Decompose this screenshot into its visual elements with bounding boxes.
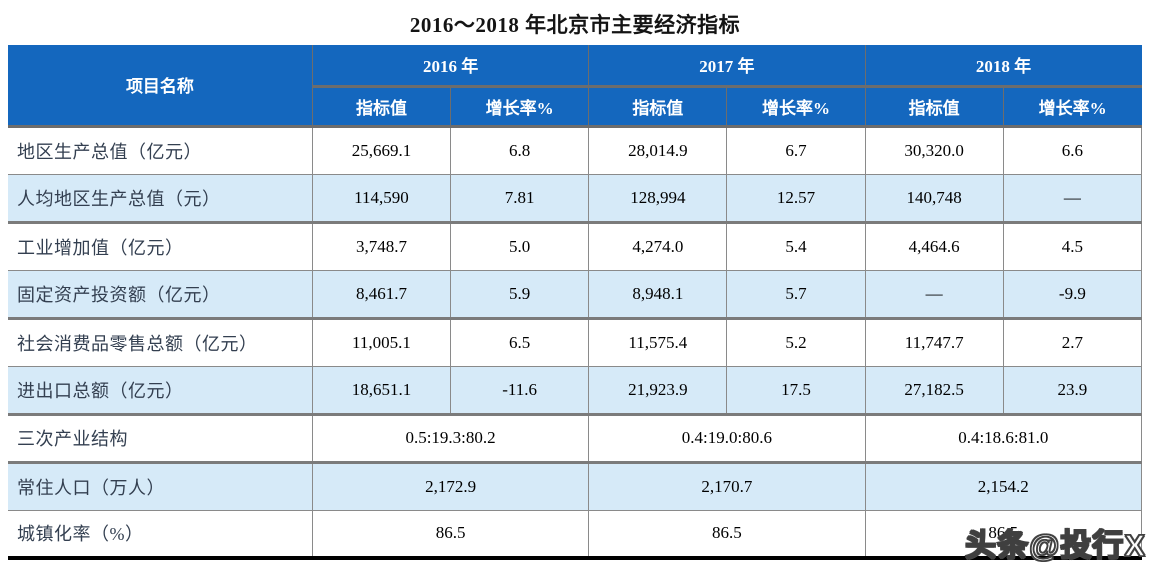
row-label: 人均地区生产总值（元） xyxy=(8,173,313,222)
cell: 11,005.1 xyxy=(311,316,451,366)
header-growth-rate: 增长率% xyxy=(450,85,589,128)
cell: — xyxy=(864,269,1004,318)
cell: 140,748 xyxy=(864,173,1004,222)
cell: 28,014.9 xyxy=(588,126,727,174)
row-label: 三次产业结构 xyxy=(8,412,313,462)
cell: 11,575.4 xyxy=(588,316,727,366)
cell: 5.0 xyxy=(450,220,589,270)
row-label: 城镇化率（%） xyxy=(8,509,313,560)
cell-merged: 86.5 xyxy=(864,509,1143,560)
header-year-2016: 2016 年 xyxy=(311,45,589,88)
cell: 114,590 xyxy=(311,173,451,222)
cell-merged: 0.5:19.3:80.2 xyxy=(311,412,589,462)
cell: 11,747.7 xyxy=(864,316,1004,366)
cell: 30,320.0 xyxy=(864,126,1004,174)
cell-merged: 0.4:18.6:81.0 xyxy=(864,412,1143,462)
cell-merged: 2,172.9 xyxy=(311,460,589,510)
cell: 3,748.7 xyxy=(311,220,451,270)
table-row: 社会消费品零售总额（亿元） 11,005.1 6.5 11,575.4 5.2 … xyxy=(8,316,1143,366)
table-row: 地区生产总值（亿元） 25,669.1 6.8 28,014.9 6.7 30,… xyxy=(8,126,1143,174)
cell: 5.4 xyxy=(726,220,866,270)
cell: 25,669.1 xyxy=(311,126,451,174)
row-label: 常住人口（万人） xyxy=(8,460,313,510)
row-label: 工业增加值（亿元） xyxy=(8,220,313,270)
cell: -11.6 xyxy=(450,365,589,414)
header-growth-rate: 增长率% xyxy=(1002,85,1142,128)
table-row: 工业增加值（亿元） 3,748.7 5.0 4,274.0 5.4 4,464.… xyxy=(8,220,1143,270)
cell: 23.9 xyxy=(1002,365,1143,414)
cell: 5.9 xyxy=(450,269,589,318)
cell-merged: 86.5 xyxy=(311,509,589,560)
cell: 21,923.9 xyxy=(588,365,727,414)
cell: 7.81 xyxy=(450,173,589,222)
header-indicator-value: 指标值 xyxy=(864,85,1004,128)
cell-merged: 86.5 xyxy=(588,509,866,560)
header-growth-rate: 增长率% xyxy=(726,85,866,128)
cell: 8,948.1 xyxy=(588,269,727,318)
table-row: 进出口总额（亿元） 18,651.1 -11.6 21,923.9 17.5 2… xyxy=(8,365,1143,414)
cell-merged: 0.4:19.0:80.6 xyxy=(588,412,866,462)
header-item-name: 项目名称 xyxy=(8,45,313,128)
header-year-2018: 2018 年 xyxy=(864,45,1142,88)
header-indicator-value: 指标值 xyxy=(312,85,451,128)
cell: 6.5 xyxy=(450,316,589,366)
cell: 17.5 xyxy=(726,365,866,414)
cell: 12.57 xyxy=(726,173,866,222)
cell: 18,651.1 xyxy=(311,365,451,414)
cell: 4.5 xyxy=(1002,220,1143,270)
cell: 128,994 xyxy=(588,173,727,222)
cell: 8,461.7 xyxy=(311,269,451,318)
table-row: 固定资产投资额（亿元） 8,461.7 5.9 8,948.1 5.7 — -9… xyxy=(8,269,1143,318)
cell-merged: 2,154.2 xyxy=(864,460,1143,510)
cell: 4,464.6 xyxy=(864,220,1004,270)
cell: 5.7 xyxy=(726,269,866,318)
cell: -9.9 xyxy=(1002,269,1143,318)
cell: 5.2 xyxy=(726,316,866,366)
cell: 6.6 xyxy=(1002,126,1143,174)
row-label: 固定资产投资额（亿元） xyxy=(8,269,313,318)
cell: 2.7 xyxy=(1002,316,1143,366)
table-row: 人均地区生产总值（元） 114,590 7.81 128,994 12.57 1… xyxy=(8,173,1143,222)
header-year-2017: 2017 年 xyxy=(588,45,866,88)
page-title: 2016～2018 年北京市主要经济指标 xyxy=(409,13,741,37)
economic-indicators-table: 项目名称 2016 年 2017 年 2018 年 指标值 增长率% 指标值 增… xyxy=(8,45,1143,560)
cell: 6.8 xyxy=(450,126,589,174)
cell-merged: 2,170.7 xyxy=(588,460,866,510)
cell: 6.7 xyxy=(726,126,866,174)
table-header: 项目名称 2016 年 2017 年 2018 年 指标值 增长率% 指标值 增… xyxy=(8,45,1142,128)
table-row: 三次产业结构 0.5:19.3:80.2 0.4:19.0:80.6 0.4:1… xyxy=(8,412,1143,462)
table-row: 城镇化率（%） 86.5 86.5 86.5 xyxy=(8,509,1143,560)
table-row: 常住人口（万人） 2,172.9 2,170.7 2,154.2 xyxy=(8,460,1143,510)
row-label: 地区生产总值（亿元） xyxy=(17,141,202,162)
cell: 4,274.0 xyxy=(588,220,727,270)
row-label: 进出口总额（亿元） xyxy=(8,365,313,414)
cell: — xyxy=(1002,173,1143,222)
cell: 27,182.5 xyxy=(864,365,1004,414)
header-indicator-value: 指标值 xyxy=(588,85,727,128)
row-label: 社会消费品零售总额（亿元） xyxy=(8,316,313,366)
